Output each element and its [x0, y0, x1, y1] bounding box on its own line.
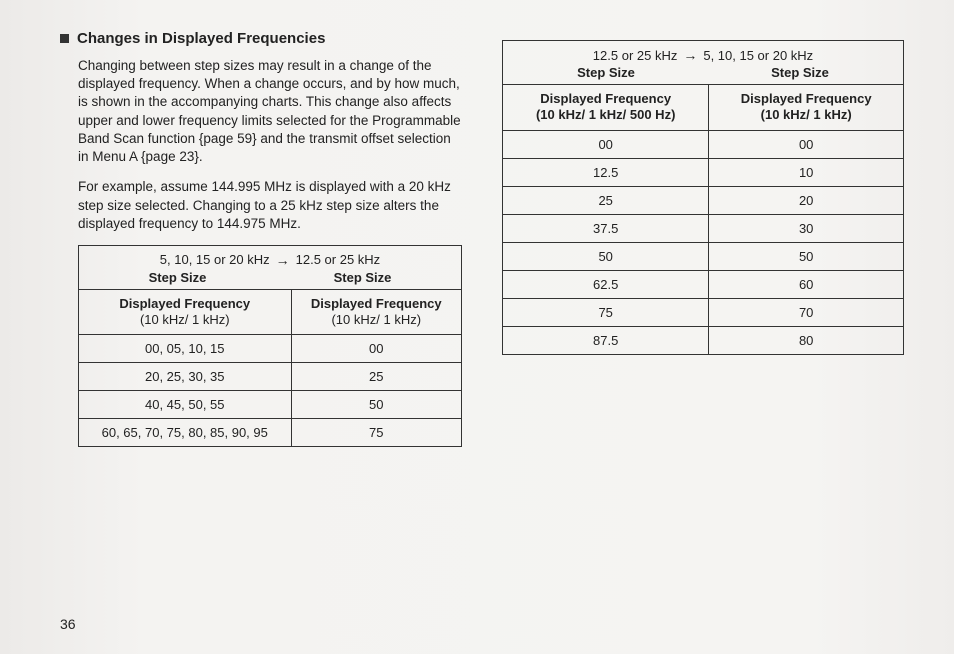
- left-table-container: 5, 10, 15 or 20 kHz → 12.5 or 25 kHz Ste…: [60, 245, 462, 448]
- page-number: 36: [60, 616, 76, 632]
- table-row: 12.5 or 25 kHz → 5, 10, 15 or 20 kHz Ste…: [503, 41, 904, 85]
- cell-a: 60, 65, 70, 75, 80, 85, 90, 95: [79, 419, 292, 447]
- table-row: 40, 45, 50, 55 50: [79, 391, 462, 419]
- table-row: 60, 65, 70, 75, 80, 85, 90, 95 75: [79, 419, 462, 447]
- left-subheader-left: Displayed Frequency (10 kHz/ 1 kHz): [79, 289, 292, 335]
- table-row: 00, 05, 10, 15 00: [79, 335, 462, 363]
- left-table-top-header: 5, 10, 15 or 20 kHz → 12.5 or 25 kHz Ste…: [79, 245, 462, 289]
- cell-b: 30: [709, 214, 904, 242]
- page: Changes in Displayed Frequencies Changin…: [0, 0, 954, 654]
- left-frequency-table: 5, 10, 15 or 20 kHz → 12.5 or 25 kHz Ste…: [78, 245, 462, 448]
- subheader-line2: (10 kHz/ 1 kHz): [715, 107, 897, 123]
- cell-b: 25: [291, 363, 461, 391]
- cell-a: 50: [503, 242, 709, 270]
- cell-b: 60: [709, 270, 904, 298]
- section-heading: Changes in Displayed Frequencies: [60, 30, 462, 47]
- cell-b: 80: [709, 326, 904, 354]
- header-conversion-line: 5, 10, 15 or 20 kHz → 12.5 or 25 kHz: [85, 252, 455, 268]
- two-column-layout: Changes in Displayed Frequencies Changin…: [60, 30, 904, 447]
- cell-a: 37.5: [503, 214, 709, 242]
- right-subheader-left: Displayed Frequency (10 kHz/ 1 kHz/ 500 …: [503, 85, 709, 131]
- paragraph-1: Changing between step sizes may result i…: [60, 57, 462, 166]
- step-size-label-right: Step Size: [771, 65, 829, 80]
- left-column: Changes in Displayed Frequencies Changin…: [60, 30, 462, 447]
- step-size-labels: Step Size Step Size: [509, 65, 897, 80]
- table-row: 00 00: [503, 130, 904, 158]
- cell-b: 20: [709, 186, 904, 214]
- right-subheader-right: Displayed Frequency (10 kHz/ 1 kHz): [709, 85, 904, 131]
- cell-a: 62.5: [503, 270, 709, 298]
- table-row: 75 70: [503, 298, 904, 326]
- cell-b: 70: [709, 298, 904, 326]
- cell-b: 75: [291, 419, 461, 447]
- from-step: 5, 10, 15 or 20 kHz: [160, 252, 270, 267]
- cell-a: 12.5: [503, 158, 709, 186]
- cell-b: 00: [709, 130, 904, 158]
- subheader-line2: (10 kHz/ 1 kHz/ 500 Hz): [509, 107, 702, 123]
- table-row: 25 20: [503, 186, 904, 214]
- cell-b: 10: [709, 158, 904, 186]
- step-size-label-left: Step Size: [149, 270, 207, 285]
- cell-a: 40, 45, 50, 55: [79, 391, 292, 419]
- subheader-line1: Displayed Frequency: [509, 91, 702, 107]
- table-row: 5, 10, 15 or 20 kHz → 12.5 or 25 kHz Ste…: [79, 245, 462, 289]
- cell-a: 20, 25, 30, 35: [79, 363, 292, 391]
- step-size-labels: Step Size Step Size: [85, 270, 455, 285]
- arrow-right-icon: →: [276, 252, 290, 268]
- step-size-label-left: Step Size: [577, 65, 635, 80]
- paragraph-2: For example, assume 144.995 MHz is displ…: [60, 178, 462, 233]
- subheader-line1: Displayed Frequency: [298, 296, 455, 312]
- right-table-container: 12.5 or 25 kHz → 5, 10, 15 or 20 kHz Ste…: [502, 30, 904, 355]
- to-step: 12.5 or 25 kHz: [296, 252, 381, 267]
- cell-a: 00, 05, 10, 15: [79, 335, 292, 363]
- cell-b: 50: [291, 391, 461, 419]
- header-conversion-line: 12.5 or 25 kHz → 5, 10, 15 or 20 kHz: [509, 47, 897, 63]
- arrow-right-icon: →: [683, 47, 697, 63]
- cell-a: 00: [503, 130, 709, 158]
- from-step: 12.5 or 25 kHz: [593, 48, 678, 63]
- right-column: 12.5 or 25 kHz → 5, 10, 15 or 20 kHz Ste…: [502, 30, 904, 447]
- table-row: 12.5 10: [503, 158, 904, 186]
- table-row: 62.5 60: [503, 270, 904, 298]
- table-row: 37.5 30: [503, 214, 904, 242]
- table-row: Displayed Frequency (10 kHz/ 1 kHz) Disp…: [79, 289, 462, 335]
- cell-b: 50: [709, 242, 904, 270]
- to-step: 5, 10, 15 or 20 kHz: [703, 48, 813, 63]
- right-table-top-header: 12.5 or 25 kHz → 5, 10, 15 or 20 kHz Ste…: [503, 41, 904, 85]
- table-row: 50 50: [503, 242, 904, 270]
- step-size-label-right: Step Size: [334, 270, 392, 285]
- table-row: Displayed Frequency (10 kHz/ 1 kHz/ 500 …: [503, 85, 904, 131]
- cell-a: 75: [503, 298, 709, 326]
- subheader-line2: (10 kHz/ 1 kHz): [298, 312, 455, 328]
- cell-a: 25: [503, 186, 709, 214]
- table-row: 87.5 80: [503, 326, 904, 354]
- subheader-line2: (10 kHz/ 1 kHz): [85, 312, 285, 328]
- cell-a: 87.5: [503, 326, 709, 354]
- heading-text: Changes in Displayed Frequencies: [77, 30, 325, 47]
- subheader-line1: Displayed Frequency: [715, 91, 897, 107]
- right-frequency-table: 12.5 or 25 kHz → 5, 10, 15 or 20 kHz Ste…: [502, 40, 904, 355]
- square-bullet-icon: [60, 34, 69, 43]
- left-subheader-right: Displayed Frequency (10 kHz/ 1 kHz): [291, 289, 461, 335]
- table-row: 20, 25, 30, 35 25: [79, 363, 462, 391]
- cell-b: 00: [291, 335, 461, 363]
- subheader-line1: Displayed Frequency: [85, 296, 285, 312]
